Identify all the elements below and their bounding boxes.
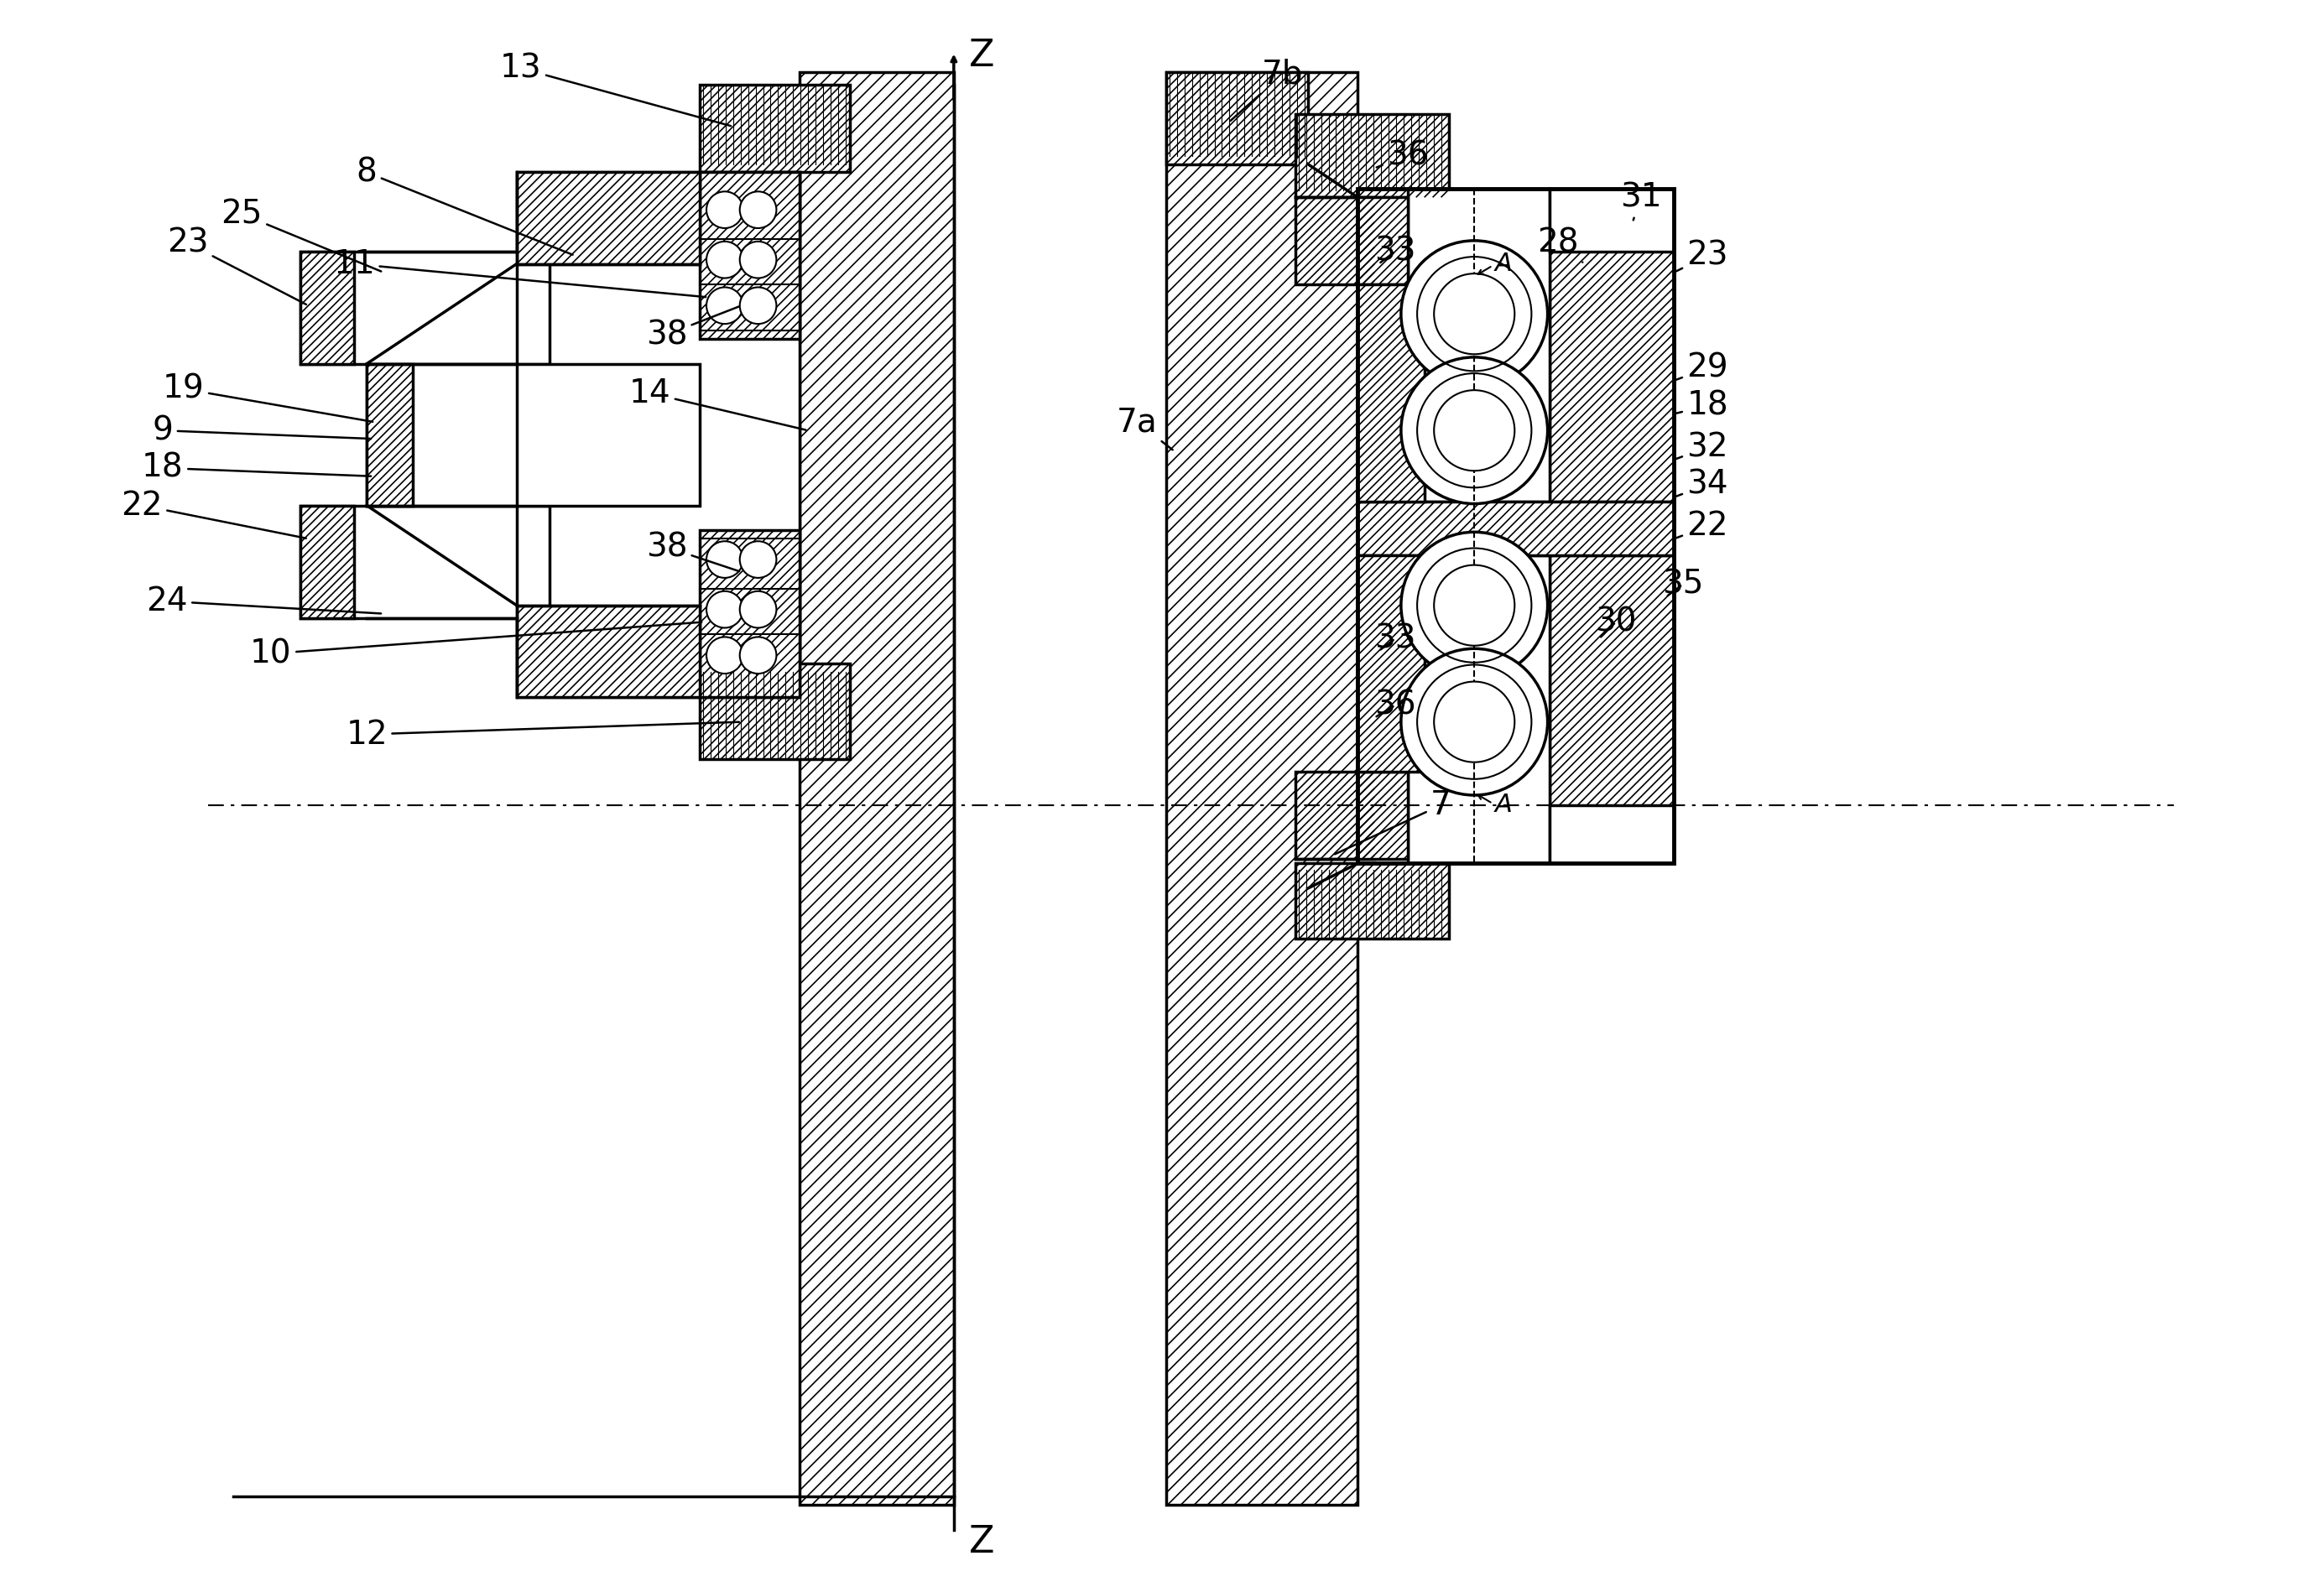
Circle shape	[739, 541, 776, 578]
Text: 29: 29	[1676, 352, 1729, 384]
Text: 38: 38	[646, 532, 739, 571]
Circle shape	[739, 192, 776, 229]
Text: Z: Z	[969, 1524, 995, 1560]
Bar	[1550, 805, 1673, 863]
Text: 18: 18	[142, 452, 372, 484]
Bar	[1550, 555, 1673, 863]
Text: 7: 7	[1334, 789, 1452, 854]
Bar	[367, 363, 411, 505]
Text: 24: 24	[146, 586, 381, 617]
Text: 9: 9	[151, 414, 372, 446]
Bar	[1408, 555, 1550, 863]
Circle shape	[706, 592, 744, 628]
Text: 38: 38	[646, 306, 739, 351]
Text: 18: 18	[1676, 389, 1729, 422]
Bar	[1294, 863, 1450, 938]
Text: A: A	[1494, 252, 1513, 276]
Text: Z: Z	[969, 38, 995, 75]
Circle shape	[1401, 357, 1548, 503]
Text: 22: 22	[1676, 511, 1729, 543]
Circle shape	[706, 636, 744, 673]
Bar	[1167, 73, 1308, 163]
Text: 11: 11	[332, 248, 706, 297]
Text: 35: 35	[1662, 568, 1703, 600]
Circle shape	[1434, 390, 1515, 471]
Text: 7b: 7b	[1229, 59, 1304, 121]
Bar	[700, 663, 851, 759]
Bar	[700, 173, 799, 340]
Bar	[300, 251, 353, 363]
Text: 8: 8	[356, 157, 572, 256]
Bar	[1357, 197, 1408, 284]
Text: 33: 33	[1373, 622, 1415, 654]
Bar	[300, 505, 551, 617]
Text: 22: 22	[121, 489, 307, 538]
Bar	[700, 86, 851, 173]
Bar	[1294, 197, 1373, 284]
Bar	[1357, 771, 1408, 859]
Circle shape	[1434, 565, 1515, 646]
Circle shape	[706, 287, 744, 324]
Text: 36: 36	[1373, 689, 1415, 720]
Bar	[1550, 189, 1673, 251]
Circle shape	[706, 192, 744, 229]
Text: 19: 19	[163, 373, 372, 422]
Text: 12: 12	[346, 719, 739, 751]
Bar	[516, 173, 700, 263]
Text: 33: 33	[1373, 235, 1415, 267]
Bar	[799, 73, 953, 1504]
Text: 10: 10	[251, 622, 702, 670]
Circle shape	[1434, 681, 1515, 762]
Circle shape	[739, 287, 776, 324]
Text: 14: 14	[630, 378, 806, 430]
Circle shape	[1434, 273, 1515, 354]
Circle shape	[706, 541, 744, 578]
Text: 34: 34	[1676, 468, 1729, 500]
Bar	[516, 173, 799, 697]
Text: 31: 31	[1620, 181, 1662, 221]
Text: 30: 30	[1594, 606, 1636, 638]
Text: 28: 28	[1536, 227, 1583, 262]
Circle shape	[1401, 649, 1548, 795]
Bar	[1167, 73, 1357, 1504]
Bar	[1294, 114, 1450, 197]
Circle shape	[1401, 241, 1548, 387]
Circle shape	[739, 592, 776, 628]
Bar	[1408, 189, 1550, 501]
Text: 13: 13	[500, 52, 730, 125]
Bar	[1357, 189, 1673, 863]
Bar	[1550, 189, 1673, 501]
Text: 7a: 7a	[1116, 406, 1174, 449]
Bar	[516, 605, 700, 697]
Text: 32: 32	[1676, 432, 1729, 463]
Bar	[367, 363, 700, 505]
Circle shape	[739, 241, 776, 278]
Bar	[1357, 555, 1425, 771]
Text: 36: 36	[1376, 140, 1429, 171]
Circle shape	[739, 636, 776, 673]
Text: 23: 23	[167, 227, 307, 305]
Circle shape	[706, 241, 744, 278]
Bar	[1357, 284, 1425, 501]
Circle shape	[1401, 532, 1548, 679]
Text: 23: 23	[1676, 240, 1729, 271]
Bar	[300, 505, 353, 617]
Text: 25: 25	[221, 198, 381, 271]
Bar	[300, 251, 551, 363]
Bar	[1294, 771, 1373, 859]
Bar	[700, 530, 799, 697]
Bar	[1357, 501, 1673, 555]
Text: A: A	[1494, 794, 1513, 817]
